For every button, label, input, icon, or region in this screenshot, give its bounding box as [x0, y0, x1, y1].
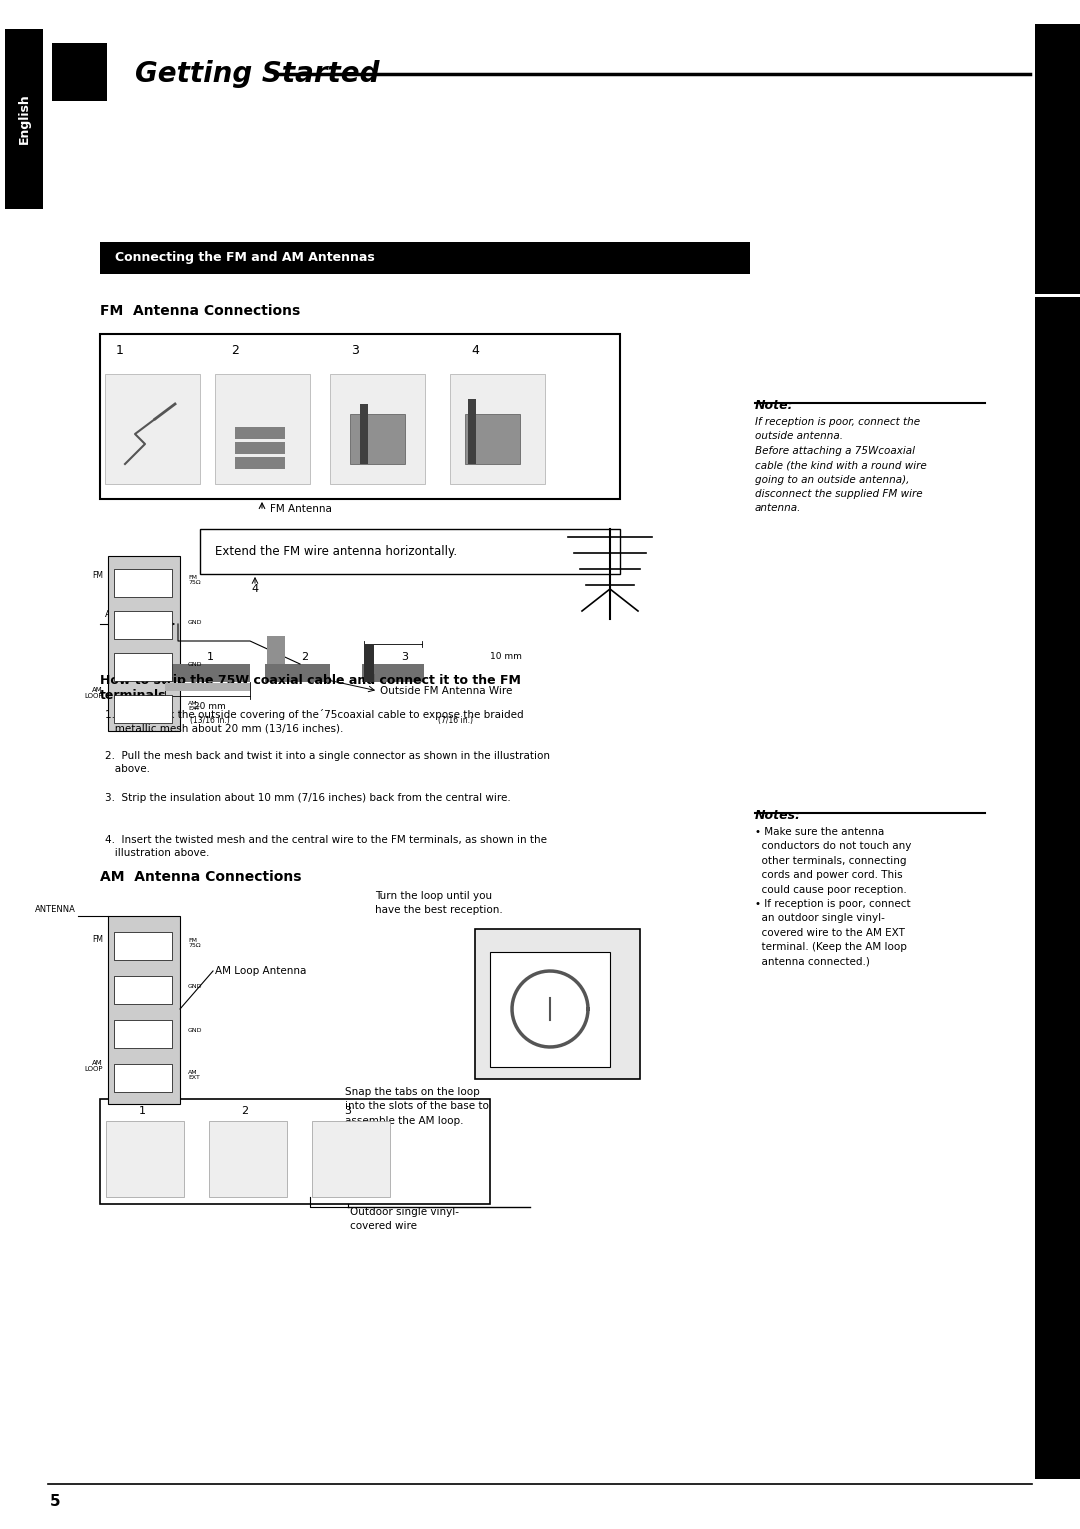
Text: AM
LOOP: AM LOOP [84, 687, 103, 699]
Text: 1: 1 [138, 1105, 146, 1116]
Text: FM Antenna: FM Antenna [270, 505, 332, 514]
Bar [235, 427, 285, 439]
Text: English: English [17, 93, 30, 144]
Bar [105, 375, 200, 485]
Bar [108, 557, 180, 731]
Bar [267, 636, 285, 664]
Bar [1035, 320, 1080, 1479]
Text: Note:: Note: [755, 399, 794, 411]
Bar [215, 375, 310, 485]
Text: 3.  Strip the insulation about 10 mm (7/16 inches) back from the central wire.: 3. Strip the insulation about 10 mm (7/1… [105, 794, 511, 803]
Bar [490, 953, 610, 1067]
Bar [475, 930, 640, 1079]
Bar [114, 933, 172, 960]
Bar [1035, 24, 1080, 294]
Bar [114, 612, 172, 639]
Text: ANTENNA: ANTENNA [105, 610, 149, 619]
Bar [108, 916, 180, 1104]
Bar [360, 404, 368, 463]
Bar [114, 1064, 172, 1092]
Bar [468, 399, 475, 463]
Bar [450, 375, 545, 485]
Text: 3: 3 [351, 344, 359, 358]
Text: 4: 4 [252, 584, 258, 593]
Text: Connecting the FM and AM Antennas: Connecting the FM and AM Antennas [114, 251, 375, 265]
Text: 3: 3 [345, 1105, 351, 1116]
Bar [265, 664, 330, 682]
Text: 2.  Pull the mesh back and twist it into a single connector as shown in the illu: 2. Pull the mesh back and twist it into … [105, 751, 550, 774]
Text: FM: FM [92, 934, 103, 943]
Text: 3: 3 [402, 651, 408, 662]
Bar [235, 442, 285, 454]
Text: FM  Antenna Connections: FM Antenna Connections [100, 304, 300, 318]
Bar [106, 1121, 184, 1197]
Bar [114, 696, 172, 723]
Bar [165, 664, 249, 682]
Text: AM
EXT: AM EXT [188, 702, 200, 711]
Text: 5: 5 [50, 1494, 60, 1509]
Bar [364, 644, 374, 682]
Text: AM
EXT: AM EXT [188, 1070, 200, 1079]
Bar [362, 664, 424, 682]
Text: 4.  Insert the twisted mesh and the central wire to the FM terminals, as shown i: 4. Insert the twisted mesh and the centr… [105, 835, 546, 858]
Text: FM
75Ω: FM 75Ω [188, 939, 201, 948]
Bar [100, 242, 750, 274]
Bar [114, 653, 172, 680]
Bar [350, 414, 405, 463]
Text: Notes:: Notes: [755, 809, 801, 823]
Text: 2: 2 [242, 1105, 248, 1116]
Bar [330, 375, 426, 485]
Text: 10 mm: 10 mm [490, 653, 522, 662]
Text: How to strip the 75W coaxial cable and connect it to the FM
terminals: How to strip the 75W coaxial cable and c… [100, 674, 521, 702]
Bar [114, 976, 172, 1005]
Text: Outdoor single vinyl-
covered wire: Outdoor single vinyl- covered wire [350, 1206, 459, 1231]
Text: GND: GND [188, 662, 203, 667]
Text: 1.  Strip back the outside covering of the´75coaxial cable to expose the braided: 1. Strip back the outside covering of th… [105, 709, 524, 734]
Bar [465, 414, 519, 463]
Bar [100, 1099, 490, 1203]
Bar [52, 43, 107, 101]
Text: (7/16 in.): (7/16 in.) [437, 717, 473, 725]
Text: AM
LOOP: AM LOOP [84, 1060, 103, 1072]
Text: 2: 2 [301, 651, 309, 662]
Text: 4: 4 [471, 344, 478, 358]
Text: Extend the FM wire antenna horizontally.: Extend the FM wire antenna horizontally. [215, 546, 457, 558]
Text: 1: 1 [206, 651, 214, 662]
Text: Getting Started: Getting Started [135, 60, 379, 89]
Text: AM Loop Antenna: AM Loop Antenna [215, 966, 307, 976]
Text: GND: GND [188, 1029, 203, 1034]
Text: AM  Antenna Connections: AM Antenna Connections [100, 870, 301, 884]
Bar [200, 529, 620, 573]
Text: 2: 2 [231, 344, 239, 358]
Text: Snap the tabs on the loop
into the slots of the base to
assemble the AM loop.: Snap the tabs on the loop into the slots… [345, 1087, 489, 1125]
Text: If reception is poor, connect the
outside antenna.
Before attaching a 75Wcoaxial: If reception is poor, connect the outsid… [755, 417, 927, 514]
Bar [100, 333, 620, 498]
Bar [114, 1020, 172, 1047]
Text: 1: 1 [116, 344, 124, 358]
Text: • Make sure the antenna
  conductors do not touch any
  other terminals, connect: • Make sure the antenna conductors do no… [755, 827, 912, 966]
Bar [165, 683, 249, 691]
Text: GND: GND [188, 985, 203, 989]
Text: GND: GND [188, 619, 203, 624]
Text: (13/16 in.): (13/16 in.) [190, 717, 230, 725]
Bar [235, 457, 285, 469]
Bar [5, 29, 43, 209]
Text: 20 mm: 20 mm [194, 702, 226, 711]
Text: Outside FM Antenna Wire: Outside FM Antenna Wire [380, 687, 512, 696]
Bar [312, 1121, 390, 1197]
Bar [114, 569, 172, 596]
Text: Turn the loop until you
have the best reception.: Turn the loop until you have the best re… [375, 891, 503, 914]
Text: ANTENNA: ANTENNA [36, 905, 76, 914]
Text: FM
75Ω: FM 75Ω [188, 575, 201, 584]
Bar [210, 1121, 287, 1197]
Bar [1035, 297, 1080, 329]
Text: FM: FM [92, 572, 103, 581]
